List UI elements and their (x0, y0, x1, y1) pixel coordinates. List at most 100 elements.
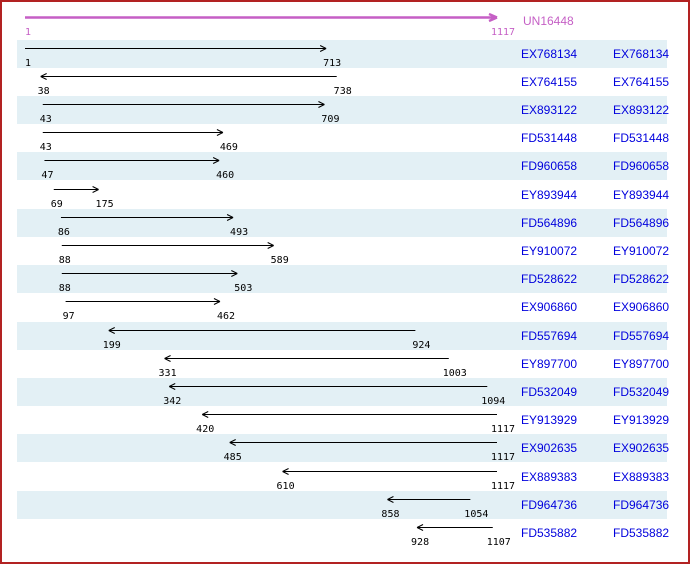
accession-link-secondary[interactable]: EX906860 (613, 300, 670, 315)
alignment-end-coordinate: 1094 (481, 395, 506, 407)
accession-link-primary[interactable]: FD964736 (521, 497, 578, 512)
alignment-row: 43 709 EX893122 EX893122 (2, 95, 688, 125)
accession-link-secondary[interactable]: FD535882 (613, 525, 670, 540)
accession-link-secondary[interactable]: FD557694 (613, 328, 670, 343)
accession-link-secondary[interactable]: EY910072 (613, 243, 670, 258)
row-band (17, 39, 667, 68)
alignment-row: 97 462 EX906860 EX906860 (2, 293, 688, 323)
alignment-start-coordinate: 69 (50, 198, 63, 210)
alignment-arrow-icon (168, 382, 488, 390)
row-band (17, 377, 667, 407)
accession-link-primary[interactable]: FD557694 (521, 328, 578, 343)
alignment-start-coordinate: 86 (57, 226, 70, 238)
row-band (17, 152, 667, 181)
alignment-arrow-icon (108, 326, 416, 334)
accession-link-primary[interactable]: FD960658 (521, 159, 578, 174)
alignment-end-coordinate: 709 (321, 113, 340, 125)
accession-link-primary[interactable]: EX906860 (521, 300, 578, 315)
accession-link-primary[interactable]: EX764155 (521, 74, 578, 89)
alignment-row: 88 503 FD528622 FD528622 (2, 265, 688, 295)
alignment-end-coordinate: 469 (219, 142, 238, 154)
alignment-end-coordinate: 713 (323, 57, 342, 69)
alignment-end-coordinate: 924 (412, 339, 431, 351)
unigene-label[interactable]: UN16448 (523, 14, 574, 28)
alignment-row: 88 589 EY910072 EY910072 (2, 237, 688, 266)
row-band (17, 321, 667, 350)
row-band (17, 434, 667, 463)
alignment-end-coordinate: 460 (216, 170, 235, 182)
alignment-row: 43 469 FD531448 FD531448 (2, 124, 688, 154)
accession-link-secondary[interactable]: FD960658 (613, 159, 670, 174)
alignment-arrow-icon (65, 298, 221, 306)
alignment-arrow-icon (61, 241, 274, 249)
alignment-arrow-icon (40, 72, 337, 80)
unigene-end-coordinate: 1117 (490, 27, 516, 38)
alignment-arrow-icon (201, 411, 497, 419)
alignment-arrow-icon (53, 185, 99, 193)
alignment-start-coordinate: 97 (62, 311, 75, 323)
alignment-end-coordinate: 589 (270, 254, 289, 266)
accession-link-secondary[interactable]: FD532049 (613, 384, 670, 399)
accession-link-primary[interactable]: EX893122 (521, 102, 578, 117)
row-band (17, 265, 667, 294)
alignment-start-coordinate: 928 (411, 536, 430, 548)
accession-link-primary[interactable]: FD535882 (521, 525, 578, 540)
alignment-end-coordinate: 1117 (490, 452, 516, 464)
accession-link-primary[interactable]: EX768134 (521, 46, 578, 61)
alignment-start-coordinate: 858 (381, 508, 400, 520)
alignment-arrow-icon (282, 467, 497, 475)
alignment-row: 485 1117 EX902635 EX902635 (2, 434, 688, 464)
accession-link-secondary[interactable]: EX768134 (613, 46, 670, 61)
alignment-row: 199 924 FD557694 FD557694 (2, 321, 688, 351)
accession-link-primary[interactable]: FD531448 (521, 131, 578, 146)
accession-link-primary[interactable]: EX889383 (521, 469, 578, 484)
accession-link-secondary[interactable]: EY913929 (613, 413, 670, 428)
accession-link-primary[interactable]: FD564896 (521, 215, 578, 230)
accession-link-secondary[interactable]: FD528622 (613, 272, 670, 287)
alignment-end-coordinate: 175 (95, 198, 114, 210)
alignment-end-coordinate: 493 (230, 226, 249, 238)
alignment-start-coordinate: 331 (158, 367, 177, 379)
alignment-row: 928 1107 FD535882 FD535882 (2, 519, 688, 548)
alignment-start-coordinate: 88 (58, 254, 71, 266)
alignment-end-coordinate: 1107 (486, 536, 511, 548)
alignment-row: 38 738 EX764155 EX764155 (2, 68, 688, 97)
accession-link-secondary[interactable]: EX902635 (613, 441, 670, 456)
alignment-row: 610 1117 EX889383 EX889383 (2, 463, 688, 492)
accession-link-primary[interactable]: EX902635 (521, 441, 578, 456)
alignment-row: 342 1094 FD532049 FD532049 (2, 377, 688, 407)
alignment-start-coordinate: 342 (163, 395, 182, 407)
row-band (17, 208, 667, 237)
accession-link-secondary[interactable]: EX889383 (613, 469, 670, 484)
accession-link-secondary[interactable]: FD564896 (613, 215, 670, 230)
accession-link-primary[interactable]: EY910072 (521, 243, 578, 258)
alignment-row: 331 1003 EY897700 EY897700 (2, 350, 688, 379)
alignment-start-coordinate: 38 (37, 85, 50, 97)
accession-link-secondary[interactable]: FD964736 (613, 497, 670, 512)
accession-link-secondary[interactable]: FD531448 (613, 131, 670, 146)
accession-link-primary[interactable]: EY897700 (521, 356, 578, 371)
accession-link-secondary[interactable]: EY897700 (613, 356, 670, 371)
accession-link-primary[interactable]: EY913929 (521, 413, 578, 428)
alignment-start-coordinate: 43 (39, 142, 52, 154)
alignment-start-coordinate: 43 (39, 113, 52, 125)
accession-link-primary[interactable]: EY893944 (521, 187, 578, 202)
accession-link-primary[interactable]: FD532049 (521, 384, 578, 399)
alignment-start-coordinate: 485 (223, 452, 242, 464)
alignment-end-coordinate: 1003 (442, 367, 467, 379)
alignment-row: 420 1117 EY913929 EY913929 (2, 406, 688, 435)
alignment-arrow-icon (25, 44, 327, 52)
accession-link-secondary[interactable]: EY893944 (613, 187, 670, 202)
alignment-arrow-icon (164, 354, 449, 362)
alignment-arrow-icon (44, 157, 220, 165)
alignment-start-coordinate: 47 (41, 170, 54, 182)
alignment-end-coordinate: 1117 (490, 480, 516, 492)
alignment-row: 69 175 EY893944 EY893944 (2, 181, 688, 210)
alignment-arrow-icon (229, 439, 497, 447)
accession-link-primary[interactable]: FD528622 (521, 272, 578, 287)
alignment-end-coordinate: 462 (216, 311, 235, 323)
alignment-start-coordinate: 88 (58, 283, 71, 295)
accession-link-secondary[interactable]: EX764155 (613, 74, 670, 89)
accession-link-secondary[interactable]: EX893122 (613, 102, 670, 117)
